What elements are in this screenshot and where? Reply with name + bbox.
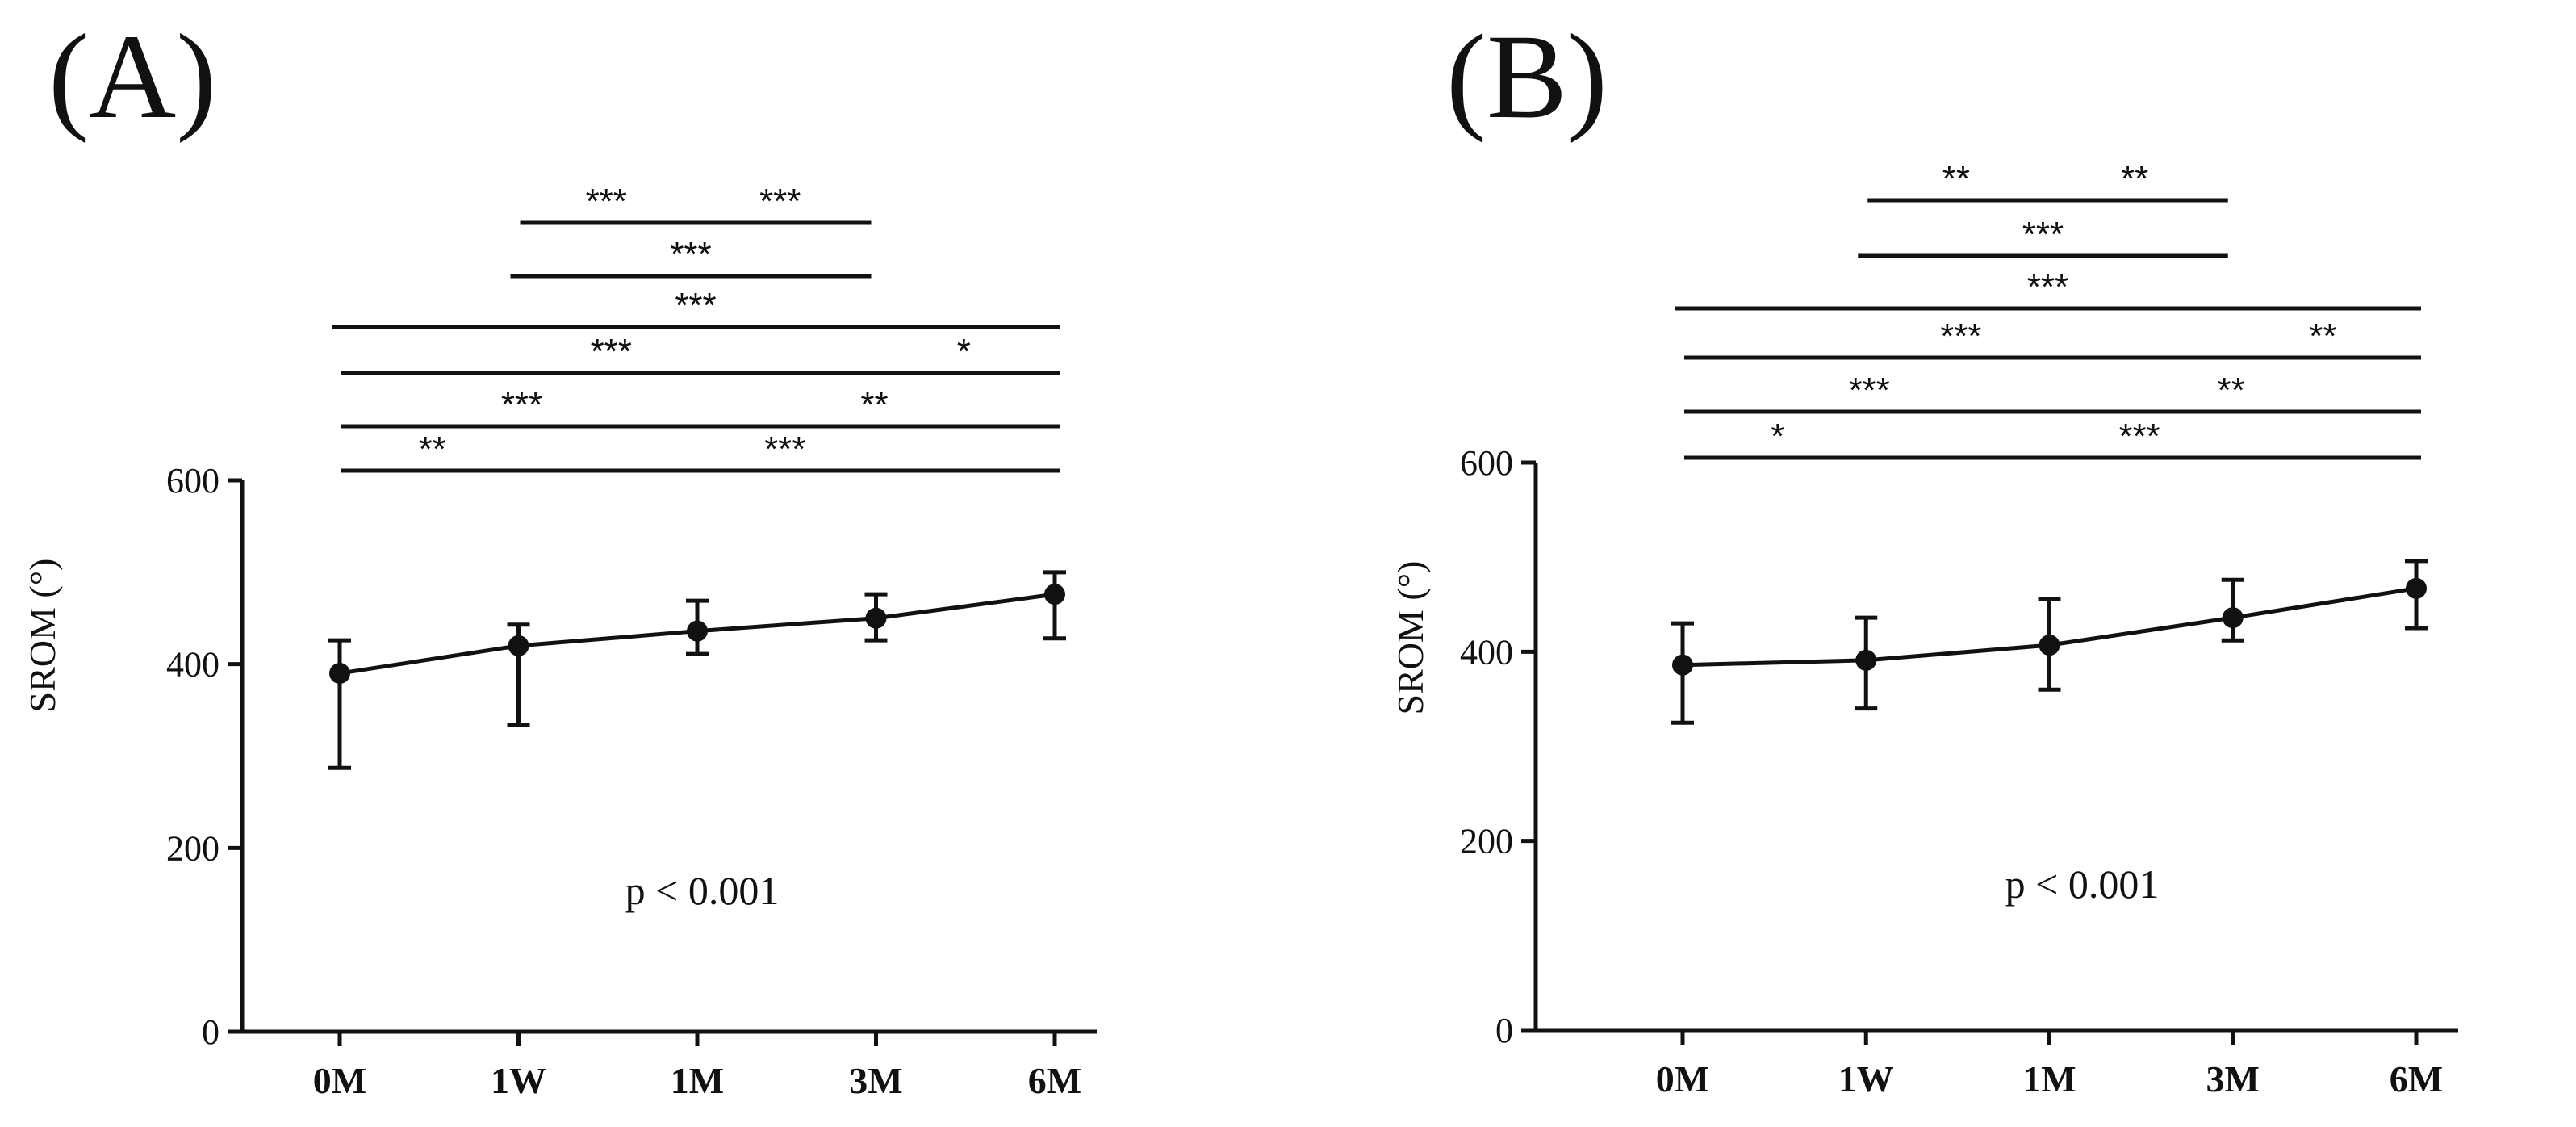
panel-b-sig-label: * (1771, 417, 1784, 456)
panel-a-sig-label: *** (501, 385, 542, 425)
panel-b-sig-label: *** (2027, 267, 2068, 307)
panel-b-data-point (1672, 654, 1693, 676)
panel-a-sig-label: * (957, 332, 971, 371)
panel-b-data-point (1855, 649, 1877, 671)
panel-b-data-point (2406, 577, 2427, 599)
panel-a-y-axis-title: SROM (°) (22, 559, 63, 713)
panel-a-x-tick-label: 6M (1028, 1060, 1081, 1101)
panel-a-p-value: p < 0.001 (625, 868, 780, 913)
panel-b-p-value: p < 0.001 (2005, 861, 2160, 907)
panel-a-y-tick-label: 200 (166, 828, 220, 868)
panel-b-data-point (2222, 607, 2244, 629)
panel-b-x-tick-label: 1W (1838, 1058, 1894, 1100)
panel-b-y-axis-title: SROM (°) (1390, 561, 1431, 715)
panel-b-x-tick-label: 0M (1656, 1058, 1709, 1100)
panel-b-panel-label: (B) (1446, 10, 1608, 144)
panel-a-sig-label: ** (419, 429, 446, 469)
panel-b-sig-label: *** (1940, 316, 1981, 356)
panel-a-x-tick-label: 0M (313, 1060, 366, 1101)
panel-a-sig-label: *** (675, 286, 716, 325)
panel-b-x-tick-label: 1M (2022, 1058, 2076, 1100)
panel-a-sig-label: ** (860, 385, 888, 425)
panel-b-sig-label: ** (1942, 159, 1970, 199)
panel-b-sig-label: ** (2121, 159, 2148, 199)
panel-b-sig-label: *** (1849, 371, 1890, 410)
panel-b-sig-label: ** (2218, 371, 2245, 410)
panel-a-sig-label: *** (670, 235, 711, 274)
panel-a-y-tick-label: 400 (166, 645, 220, 685)
panel-a-panel-label: (A) (48, 10, 216, 144)
panel-a-sig-label: *** (591, 332, 632, 371)
panel-a-sig-label: *** (586, 182, 627, 221)
panel-b-sig-label: *** (2022, 215, 2064, 254)
panel-b-y-tick-label: 400 (1460, 632, 1513, 672)
panel-a-sig-label: *** (764, 429, 805, 469)
panel-a-y-tick-label: 0 (202, 1012, 220, 1052)
panel-b-y-tick-label: 0 (1495, 1011, 1513, 1050)
panel-a-y-tick-label: 600 (166, 461, 220, 501)
panel-a-x-tick-label: 1M (671, 1060, 724, 1101)
panel-b-sig-label: *** (2118, 417, 2160, 456)
panel-a-data-point (1044, 584, 1065, 605)
panel-b-x-tick-label: 3M (2206, 1058, 2260, 1100)
panel-b-y-tick-label: 200 (1460, 822, 1513, 861)
panel-b-sig-label: ** (2309, 316, 2336, 356)
panel-a-data-point (865, 607, 887, 629)
panel-a-data-point (508, 635, 529, 656)
panel-a-data-point (687, 620, 708, 642)
panel-a-data-point (329, 663, 350, 685)
panel-a-x-tick-label: 3M (849, 1060, 902, 1101)
panel-b-x-tick-label: 6M (2390, 1058, 2443, 1100)
panel-b-y-tick-label: 600 (1460, 443, 1513, 483)
panel-b-data-point (2039, 635, 2060, 656)
panel-a-sig-label: *** (759, 182, 801, 221)
panel-a-x-tick-label: 1W (491, 1060, 546, 1101)
